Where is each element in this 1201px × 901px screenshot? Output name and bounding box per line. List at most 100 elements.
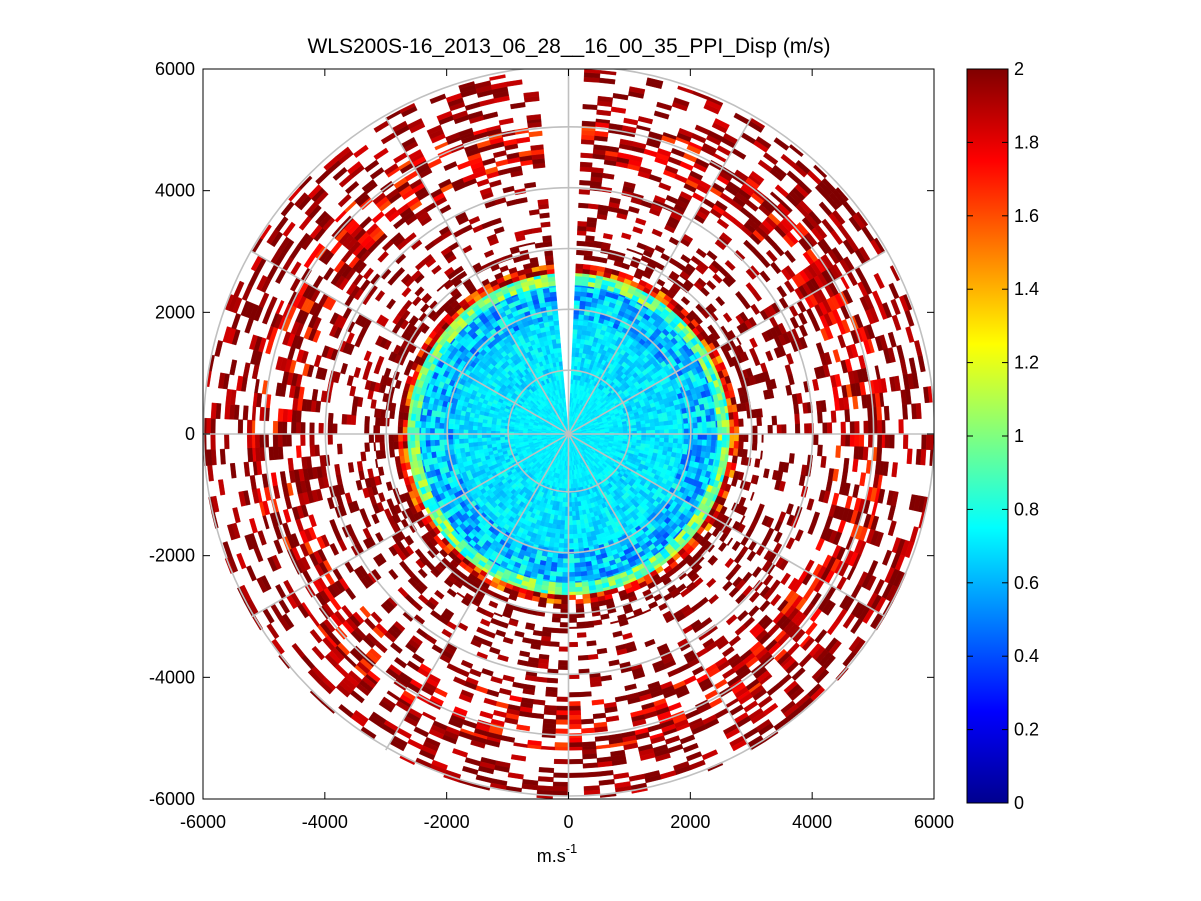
range-gate-cell xyxy=(574,280,583,286)
range-gate-cell xyxy=(571,351,576,357)
range-gate-cell xyxy=(434,416,441,423)
range-gate-cell xyxy=(559,533,565,540)
range-gate-cell xyxy=(472,425,478,431)
range-gate-cell xyxy=(486,426,492,431)
range-gate-cell xyxy=(463,442,470,448)
range-gate-cell xyxy=(420,420,427,428)
range-gate-cell xyxy=(706,433,712,441)
range-gate-cell xyxy=(560,520,565,526)
range-gate-cell xyxy=(551,557,558,563)
range-gate-cell xyxy=(438,422,445,429)
range-gate-cell xyxy=(577,533,583,539)
range-gate-cell xyxy=(572,342,577,348)
range-gate-cell xyxy=(672,442,678,449)
range-gate-cell xyxy=(574,290,582,297)
range-gate-cell xyxy=(508,436,515,440)
range-gate-cell xyxy=(553,320,560,326)
range-gate-cell xyxy=(683,423,689,430)
range-gate-cell xyxy=(705,445,712,453)
range-gate-cell xyxy=(693,428,699,435)
range-gate-cell xyxy=(692,422,699,429)
range-gate-cell xyxy=(556,562,564,568)
range-gate-cell xyxy=(579,295,587,302)
range-gate-cell xyxy=(572,524,578,530)
range-gate-cell xyxy=(717,433,723,441)
range-gate-cell xyxy=(557,553,564,559)
range-gate-cell xyxy=(573,319,579,326)
range-gate-cell xyxy=(580,523,586,530)
range-gate-cell xyxy=(572,529,578,535)
range-gate-cell xyxy=(572,338,578,344)
range-gate-cell xyxy=(692,439,699,446)
range-gate-cell xyxy=(562,553,569,559)
range-gate-cell xyxy=(568,553,575,559)
range-gate-cell xyxy=(663,425,670,431)
range-gate-cell xyxy=(711,433,717,441)
range-gate-cell xyxy=(579,561,587,568)
range-gate-cell xyxy=(577,320,584,326)
range-gate-cell xyxy=(683,418,689,425)
range-gate-cell xyxy=(573,553,580,559)
range-gate-cell xyxy=(580,570,588,577)
range-gate-cell xyxy=(430,415,436,423)
range-gate-cell xyxy=(429,433,435,441)
range-gate-cell xyxy=(575,275,583,282)
range-gate-cell xyxy=(473,445,479,451)
chart-title: WLS200S-16_2013_06_28__16_00_35_PPI_Disp… xyxy=(307,35,830,58)
range-gate-cell xyxy=(472,441,479,447)
range-gate-cell xyxy=(448,443,454,450)
range-gate-cell xyxy=(577,542,584,548)
range-gate-cell xyxy=(568,562,575,569)
range-gate-cell xyxy=(692,416,698,424)
range-gate-cell xyxy=(561,511,566,517)
range-gate-cell xyxy=(701,415,707,423)
range-gate-cell xyxy=(438,428,444,435)
range-gate-cell xyxy=(561,582,569,588)
range-gate-cell xyxy=(555,338,561,344)
range-gate-cell xyxy=(490,427,496,432)
range-gate-cell xyxy=(571,515,577,521)
range-gate-cell xyxy=(486,440,492,445)
range-gate-cell xyxy=(667,442,674,448)
range-gate-cell xyxy=(463,420,470,426)
range-gate-cell xyxy=(650,437,656,442)
range-gate-cell xyxy=(560,374,564,380)
range-gate-cell xyxy=(557,351,562,358)
range-gate-cell xyxy=(568,576,576,582)
range-gate-cell xyxy=(572,520,577,526)
range-gate-cell xyxy=(556,342,562,349)
range-gate-cell xyxy=(641,427,647,432)
range-gate-cell xyxy=(454,423,460,430)
range-gate-cell xyxy=(579,566,587,573)
range-gate-cell xyxy=(692,444,698,452)
range-gate-cell xyxy=(697,422,703,429)
range-gate-cell xyxy=(663,437,670,443)
range-gate-cell xyxy=(710,420,717,428)
range-gate-cell xyxy=(434,439,440,446)
range-gate-cell xyxy=(577,329,583,335)
range-gate-cell xyxy=(572,333,578,339)
range-gate-cell xyxy=(645,437,651,442)
range-gate-cell xyxy=(568,567,575,573)
range-gate-cell xyxy=(454,443,461,450)
range-gate-cell xyxy=(425,415,432,423)
range-gate-cell xyxy=(414,440,421,448)
range-gate-cell xyxy=(553,324,560,331)
range-gate-cell xyxy=(576,333,582,340)
range-gate-cell xyxy=(454,418,461,425)
range-gate-cell xyxy=(559,524,565,530)
range-gate-cell xyxy=(425,433,431,441)
range-gate-cell xyxy=(710,440,717,448)
range-gate-cell xyxy=(414,433,420,441)
range-gate-cell xyxy=(706,427,712,435)
range-gate-cell xyxy=(576,528,582,535)
range-gate-cell xyxy=(561,506,566,512)
range-gate-cell xyxy=(571,506,576,512)
range-gate-cell xyxy=(573,562,581,568)
range-gate-cell xyxy=(667,420,674,426)
range-gate-cell xyxy=(645,426,651,431)
range-gate-cell xyxy=(574,582,583,588)
range-gate-cell xyxy=(632,427,638,432)
range-gate-cell xyxy=(573,542,579,549)
range-gate-cell xyxy=(577,324,584,331)
